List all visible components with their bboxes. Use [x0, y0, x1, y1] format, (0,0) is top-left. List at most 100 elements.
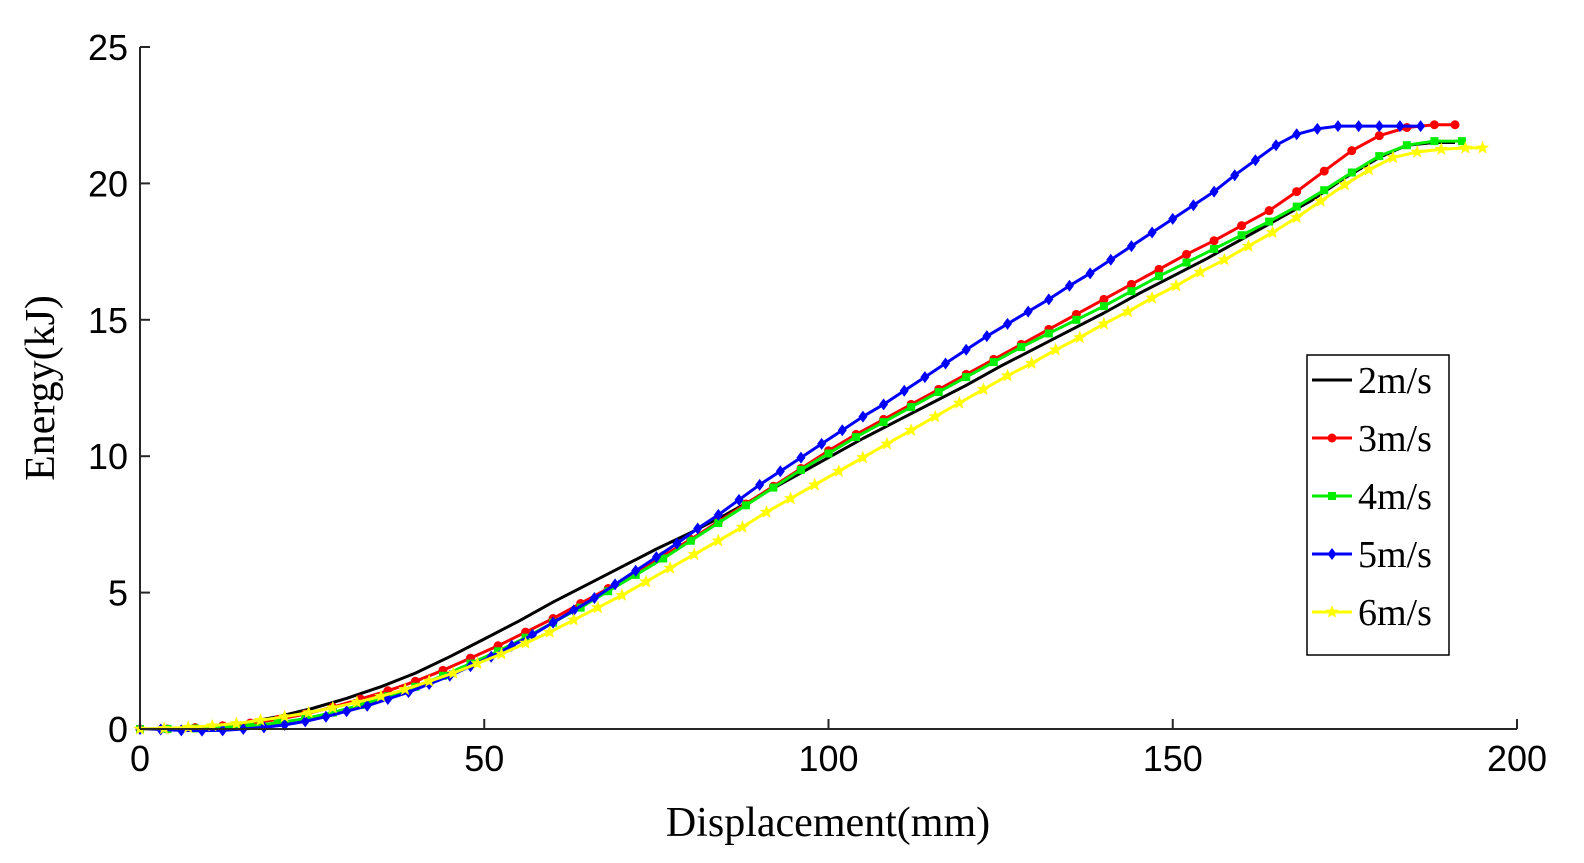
data-point [589, 592, 599, 605]
data-point [1475, 140, 1490, 154]
legend-label: 2m/s [1358, 360, 1432, 402]
data-point [569, 604, 579, 617]
legend: 2m/s 3m/s 4m/s 5m/s 6m/s [1306, 354, 1450, 656]
data-point [1017, 343, 1026, 352]
data-point [1154, 272, 1163, 281]
data-point [300, 715, 310, 728]
data-point [374, 689, 388, 702]
legend-label: 3m/s [1358, 418, 1432, 460]
data-point [775, 465, 785, 478]
data-point [273, 718, 282, 727]
y-tick-label: 10 [88, 436, 128, 477]
data-point [1434, 142, 1448, 155]
data-point [181, 720, 195, 733]
data-point [1230, 169, 1240, 182]
data-point [1097, 316, 1111, 330]
data-point [639, 574, 653, 588]
data-point [1292, 202, 1301, 211]
data-point [1374, 120, 1384, 133]
data-point [976, 382, 991, 395]
data-point [686, 536, 695, 545]
data-point [1250, 154, 1260, 167]
x-tick-label: 200 [1487, 738, 1547, 779]
legend-label: 4m/s [1358, 476, 1432, 518]
data-point [1182, 258, 1191, 267]
legend-entry: 3m/s [1312, 418, 1432, 460]
data-point [711, 533, 725, 547]
data-point [1362, 162, 1376, 176]
data-point [693, 522, 703, 535]
data-point [259, 721, 269, 734]
data-point [567, 612, 581, 626]
data-point [1265, 225, 1280, 239]
data-point [904, 423, 918, 436]
data-point [659, 554, 668, 563]
data-point [1264, 206, 1274, 216]
data-point [1145, 291, 1159, 304]
data-point [591, 600, 605, 614]
data-point [837, 424, 847, 437]
data-point [989, 358, 998, 367]
data-point [663, 561, 677, 574]
data-point [952, 396, 966, 409]
data-point [1106, 253, 1116, 266]
data-point [920, 371, 930, 384]
data-point [1049, 342, 1063, 356]
data-point [422, 674, 436, 687]
x-axis-label: Displacement(mm) [666, 800, 990, 846]
data-point [934, 388, 943, 397]
data-point [1000, 368, 1015, 382]
legend-marker [1327, 548, 1337, 560]
series-6m-s [133, 140, 1490, 735]
data-point [1126, 240, 1136, 253]
legend-label: 5m/s [1358, 534, 1432, 576]
x-tick-label: 150 [1143, 738, 1203, 779]
data-point [604, 587, 613, 596]
data-point [1210, 244, 1219, 253]
legend-entry: 2m/s [1312, 360, 1432, 402]
data-point [755, 478, 765, 491]
series-layer [133, 120, 1490, 737]
data-point [856, 450, 870, 464]
data-point [1410, 145, 1424, 158]
data-point [302, 705, 316, 719]
data-point [470, 656, 484, 670]
data-point [961, 343, 971, 356]
data-point [518, 636, 533, 649]
data-point [1154, 264, 1164, 274]
data-point [1209, 236, 1219, 246]
data-point [899, 384, 909, 397]
data-point [1064, 279, 1074, 292]
data-point [1320, 186, 1329, 195]
data-point [1265, 217, 1274, 226]
data-point [1193, 265, 1207, 278]
data-point [769, 483, 778, 492]
data-point [615, 588, 629, 601]
data-point [858, 410, 868, 423]
data-point [350, 695, 364, 708]
legend-items: 2m/s 3m/s 4m/s 5m/s 6m/s [1312, 360, 1432, 634]
data-point [1169, 278, 1183, 292]
data-point [687, 547, 701, 561]
data-point [741, 501, 750, 510]
data-point [672, 537, 682, 550]
data-point [1237, 221, 1247, 231]
data-point [1168, 212, 1178, 225]
data-point [907, 403, 916, 412]
data-point [1237, 231, 1246, 240]
data-point [962, 373, 971, 382]
data-point [1188, 199, 1198, 212]
data-point [1374, 131, 1384, 141]
data-point [326, 700, 340, 714]
legend-marker [1325, 605, 1339, 618]
data-point [1023, 305, 1033, 318]
data-point [759, 505, 774, 518]
data-point [1292, 128, 1302, 141]
data-point [362, 699, 372, 712]
data-point [1003, 317, 1013, 330]
data-point [852, 433, 861, 442]
series-line [139, 141, 1455, 731]
x-tick-label: 100 [798, 738, 858, 779]
data-point [1292, 187, 1302, 197]
data-point [1085, 267, 1095, 280]
